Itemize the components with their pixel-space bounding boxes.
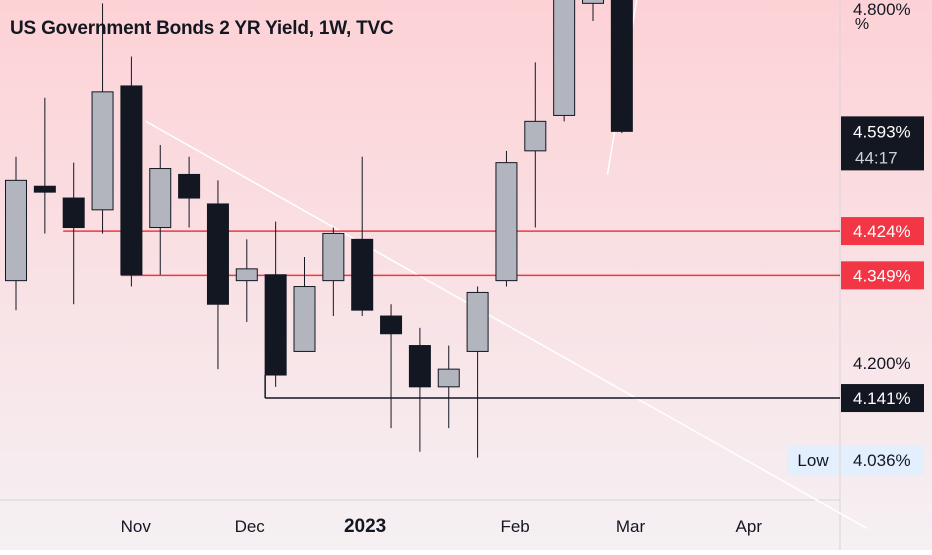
trend-line-1	[145, 120, 868, 530]
chart-title: US Government Bonds 2 YR Yield, 1W, TVC	[10, 18, 394, 39]
candle-body	[178, 173, 201, 199]
x-tick-label: Nov	[121, 517, 152, 536]
candle-19	[524, 62, 547, 228]
price-label-line2: 4.349%	[841, 261, 924, 290]
price-label-value: 4.141%	[853, 389, 911, 408]
x-tick-label: Feb	[500, 517, 529, 536]
x-tick-label: Apr	[736, 517, 763, 536]
price-labels: High5.085%4.593%44:174.424%4.349%4.141%L…	[787, 116, 924, 475]
price-label-value: 4.349%	[853, 266, 911, 285]
price-label-bg	[841, 116, 924, 171]
candle-body	[553, 0, 576, 116]
candle-12	[322, 227, 345, 317]
price-label-bg	[841, 445, 924, 475]
candle-body	[351, 238, 374, 311]
candle-11	[293, 257, 316, 352]
candle-10	[264, 221, 287, 387]
candle-5	[120, 56, 143, 287]
time-axis[interactable]: Nov Dec 2023 Feb Mar Apr	[121, 516, 763, 537]
candle-9	[235, 239, 258, 322]
horizontal-levels	[63, 230, 840, 399]
price-label-low: Low 4.036%	[787, 445, 924, 475]
y-unit-label: %	[855, 16, 869, 33]
y-tick-label: 4.800%	[853, 0, 911, 19]
candle-body	[149, 168, 172, 229]
candle-22	[610, 0, 633, 134]
price-axis[interactable]: 5.000%4.800%4.200%	[853, 0, 911, 373]
candle-body	[380, 315, 403, 335]
candle-1	[5, 156, 27, 311]
price-label-value: 4.036%	[853, 451, 911, 470]
candle-body	[33, 185, 56, 193]
candle-14	[380, 304, 403, 429]
price-label-value: 4.424%	[853, 222, 911, 241]
price-label-bg	[841, 384, 924, 413]
candle-body	[610, 0, 633, 132]
price-label-line3: 4.141%	[841, 384, 924, 413]
candle-18	[495, 150, 518, 287]
price-label-bg	[841, 261, 924, 290]
candle-21	[582, 0, 604, 22]
candle-body	[466, 291, 489, 352]
price-label-last: 4.593% 44:17	[841, 116, 924, 171]
y-tick-label: 4.200%	[853, 354, 911, 373]
candle-13	[351, 156, 374, 317]
candle-body	[120, 85, 143, 276]
candle-body	[264, 274, 287, 376]
x-tick-label: Mar	[616, 517, 646, 536]
price-label-value: 4.593%	[853, 122, 911, 141]
candle-body	[437, 368, 460, 388]
candle-body	[206, 203, 229, 305]
candle-4	[91, 3, 114, 234]
x-tick-label: Dec	[235, 517, 266, 536]
candle-17	[466, 286, 489, 458]
candle-6	[149, 144, 172, 275]
countdown-label: 44:17	[855, 148, 898, 167]
candle-body	[5, 179, 27, 282]
candle-body	[495, 162, 518, 282]
candle-body	[91, 91, 114, 211]
candle-15	[408, 327, 431, 452]
candles	[5, 0, 633, 458]
candle-body	[582, 0, 604, 4]
candle-2	[33, 97, 56, 234]
candle-body	[322, 232, 345, 282]
candle-body	[293, 286, 316, 352]
candle-3	[62, 162, 85, 305]
price-label-name: Low	[797, 451, 829, 470]
price-label-name-bg	[787, 445, 839, 475]
price-label-line1: 4.424%	[841, 217, 924, 246]
candle-body	[408, 345, 431, 388]
candle-20	[553, 0, 576, 122]
candle-body	[235, 268, 258, 282]
candle-body	[62, 197, 85, 229]
candle-7	[178, 156, 201, 228]
candle-8	[206, 180, 229, 370]
candle-body	[524, 120, 547, 152]
x-tick-label: 2023	[344, 516, 386, 537]
price-label-bg	[841, 217, 924, 246]
candle-16	[437, 345, 460, 429]
